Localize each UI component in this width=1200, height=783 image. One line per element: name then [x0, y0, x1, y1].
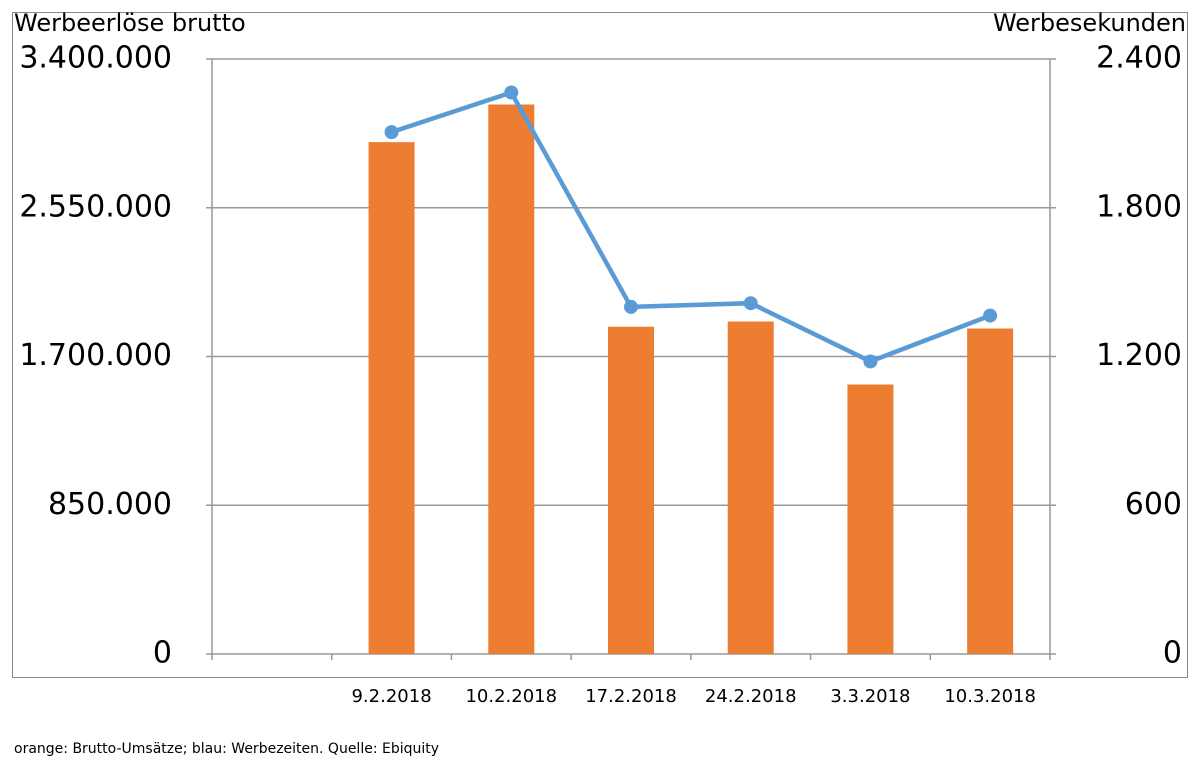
y-tick-label: 1.700.000	[19, 338, 172, 373]
line	[390, 89, 991, 364]
chart-frame	[12, 12, 1188, 678]
x-tick-label: 10.3.2018	[944, 686, 1036, 707]
bar	[967, 328, 1014, 654]
line-point	[743, 296, 758, 311]
line-point	[624, 299, 638, 314]
y2-tick-label: 0	[1163, 636, 1182, 671]
x-tick-label: 17.2.2018	[585, 686, 677, 707]
y-tick-label: 850.000	[48, 487, 172, 522]
bar	[727, 321, 774, 654]
y2-axis-label: Werbesekunden	[993, 9, 1186, 37]
line-point	[384, 125, 399, 140]
note: orange: Brutto-Umsätze; blau: Werbezeite…	[14, 741, 439, 757]
y2-tick-label: 2.400	[1096, 41, 1182, 76]
bar	[488, 104, 535, 654]
x-tick-label: 10.2.2018	[465, 686, 557, 707]
line-point	[504, 85, 519, 100]
y-axis-label: Werbeerlöse brutto	[14, 9, 246, 37]
x-tick-label: 9.2.2018	[351, 686, 431, 707]
y-tick-label: 2.550.000	[19, 189, 172, 224]
line-point	[863, 354, 878, 369]
y2-tick-label: 1.800	[1096, 189, 1182, 224]
bar	[847, 384, 894, 654]
y2-tick-label: 1.200	[1096, 338, 1182, 373]
x-tick-label: 24.2.2018	[705, 686, 797, 707]
bar	[608, 326, 654, 654]
line-point	[983, 308, 998, 323]
y-tick-label: 0	[153, 636, 172, 671]
y-tick-label: 3.400.000	[19, 41, 172, 76]
x-tick-label: 3.3.2018	[830, 686, 910, 707]
y2-tick-label: 600	[1125, 487, 1182, 522]
bar	[368, 142, 415, 654]
